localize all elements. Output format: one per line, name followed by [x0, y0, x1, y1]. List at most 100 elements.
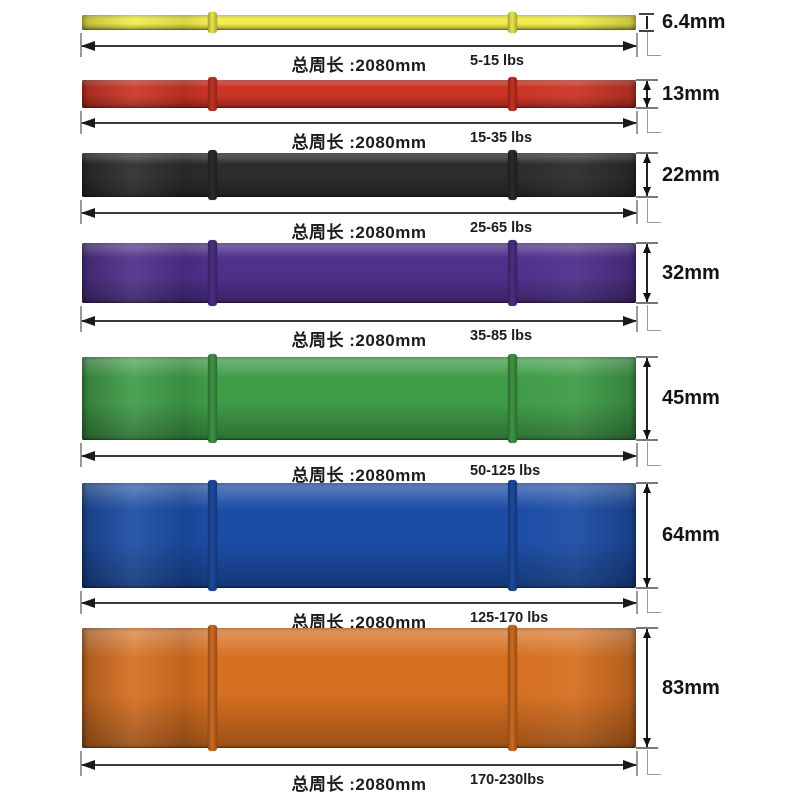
extension-elbow	[647, 110, 661, 133]
dimension-line	[646, 629, 648, 747]
dimension-tick	[636, 587, 658, 589]
resistance-label: 25-65 lbs	[470, 220, 533, 236]
band-seam	[208, 480, 217, 591]
dimension-tick	[636, 107, 658, 109]
extension-line	[80, 443, 82, 467]
arrow-left-icon	[81, 760, 95, 770]
dimension-tick	[636, 356, 658, 358]
width-label: 45mm	[662, 387, 720, 409]
dimension-tick	[636, 482, 658, 484]
arrow-left-icon	[81, 316, 95, 326]
dimension-labels: 总周长 :2080mm 125-170 lbs	[82, 608, 636, 632]
resistance-label: 50-125 lbs	[470, 463, 541, 479]
width-label: 83mm	[662, 677, 720, 699]
circumference-label: 总周长 :2080mm	[291, 775, 427, 794]
arrow-right-icon	[623, 316, 637, 326]
circumference-dimension-line	[81, 760, 637, 770]
arrow-down-icon	[642, 98, 651, 107]
band-seam	[208, 12, 217, 33]
circumference-label: 总周长 :2080mm	[291, 133, 427, 152]
dimension-tick	[636, 152, 658, 154]
band-fold-shading	[515, 153, 636, 197]
circumference-dimension-line	[81, 208, 637, 218]
extension-elbow	[647, 199, 661, 223]
dimension-tick	[636, 747, 658, 749]
band-fold-shading	[82, 243, 210, 303]
band-fold-shading	[82, 80, 210, 108]
dimension-tick	[636, 439, 658, 441]
dimension-tick	[639, 13, 654, 15]
circumference-label: 总周长 :2080mm	[291, 331, 427, 350]
arrow-up-icon	[642, 484, 651, 493]
extension-elbow	[647, 590, 661, 613]
width-label: 22mm	[662, 164, 720, 186]
band-seam	[508, 240, 517, 306]
arrow-left-icon	[81, 598, 95, 608]
band-fold-shading	[82, 153, 210, 197]
circumference-label: 总周长 :2080mm	[291, 613, 427, 632]
band-seam	[508, 625, 517, 751]
dimension-tick	[636, 302, 658, 304]
dimension-tick	[636, 196, 658, 198]
extension-elbow	[647, 750, 661, 775]
circumference-label: 总周长 :2080mm	[291, 223, 427, 242]
arrow-down-icon	[642, 738, 651, 747]
width-dimension-indicator	[636, 627, 660, 749]
band-blue	[82, 480, 636, 591]
circumference-dimension-line	[81, 451, 637, 461]
dimension-labels: 总周长 :2080mm 35-85 lbs	[82, 326, 636, 350]
width-dimension-indicator	[636, 356, 660, 441]
arrow-right-icon	[623, 760, 637, 770]
dimension-line	[646, 244, 648, 302]
arrow-left-icon	[81, 208, 95, 218]
arrow-up-icon	[642, 358, 651, 367]
band-seam	[508, 354, 517, 443]
band-green	[82, 354, 636, 443]
arrow-down-icon	[642, 578, 651, 587]
dimension-labels: 总周长 :2080mm 5-15 lbs	[82, 51, 636, 75]
dimension-labels: 总周长 :2080mm 50-125 lbs	[82, 461, 636, 485]
band-fold-shading	[515, 80, 636, 108]
dimension-tick	[636, 79, 658, 81]
arrow-right-icon	[623, 598, 637, 608]
dimension-labels: 总周长 :2080mm 15-35 lbs	[82, 128, 636, 152]
band-fold-shading	[82, 483, 210, 588]
band-fold-shading	[82, 628, 210, 748]
extension-line	[80, 200, 82, 224]
band-fold-shading	[515, 243, 636, 303]
band-seam	[208, 354, 217, 443]
resistance-label: 35-85 lbs	[470, 328, 533, 344]
arrow-up-icon	[642, 629, 651, 638]
arrow-right-icon	[623, 208, 637, 218]
band-fold-shading	[82, 15, 210, 30]
width-dimension-indicator	[636, 482, 660, 589]
band-fold-shading	[82, 357, 210, 440]
resistance-label: 15-35 lbs	[470, 130, 533, 146]
arrow-right-icon	[623, 451, 637, 461]
band-fold-shading	[515, 483, 636, 588]
band-seam	[208, 240, 217, 306]
extension-elbow	[647, 32, 661, 56]
width-dimension-indicator	[636, 152, 660, 198]
width-label: 6.4mm	[662, 11, 726, 33]
arrow-up-icon	[642, 154, 651, 163]
width-label: 32mm	[662, 262, 720, 284]
extension-elbow	[647, 305, 661, 331]
arrow-left-icon	[81, 41, 95, 51]
arrow-left-icon	[81, 118, 95, 128]
extension-elbow	[647, 442, 661, 466]
resistance-label: 170-230lbs	[470, 772, 545, 788]
dimension-tick	[636, 627, 658, 629]
circumference-dimension-line	[81, 598, 637, 608]
circumference-dimension-line	[81, 118, 637, 128]
dimension-line	[646, 484, 648, 587]
band-black	[82, 150, 636, 200]
band-seam	[208, 625, 217, 751]
width-dimension-indicator	[636, 79, 660, 109]
width-dimension-indicator	[636, 242, 660, 304]
arrow-down-icon	[642, 430, 651, 439]
arrow-left-icon	[81, 451, 95, 461]
dimension-line	[646, 358, 648, 439]
band-fold-shading	[515, 628, 636, 748]
